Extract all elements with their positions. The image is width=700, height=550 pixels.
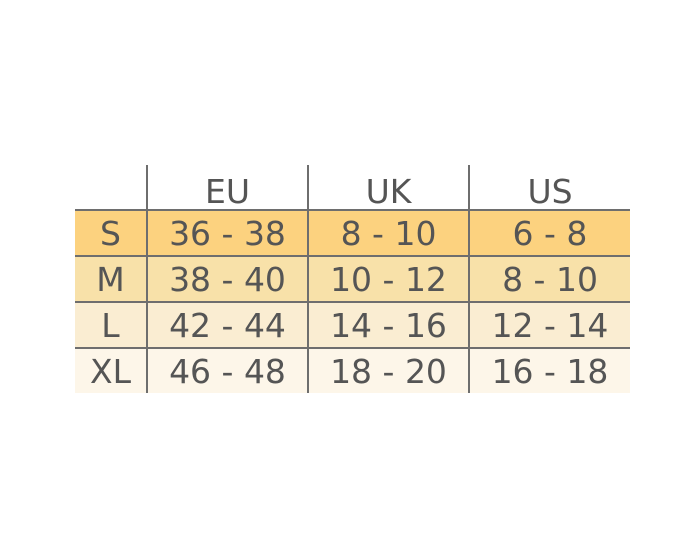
header-size — [75, 165, 147, 211]
eu-cell: 42 - 44 — [146, 301, 308, 348]
uk-cell: 18 - 20 — [307, 347, 469, 393]
table-row: S 36 - 38 8 - 10 6 - 8 — [75, 210, 630, 256]
size-chart-table: EU UK US S 36 - 38 8 - 10 6 - 8 M 38 - 40 10 -… — [75, 165, 630, 393]
size-cell: M — [75, 255, 147, 302]
table-row: L 42 - 44 14 - 16 12 - 14 — [75, 301, 630, 348]
table-row: M 38 - 40 10 - 12 8 - 10 — [75, 255, 630, 302]
us-cell: 12 - 14 — [468, 301, 630, 348]
eu-cell: 46 - 48 — [146, 347, 308, 393]
table-row: XL 46 - 48 18 - 20 16 - 18 — [75, 347, 630, 393]
size-cell: XL — [75, 347, 147, 393]
eu-cell: 38 - 40 — [146, 255, 308, 302]
size-cell: S — [100, 213, 121, 253]
us-cell: 16 - 18 — [468, 347, 630, 393]
uk-cell: 10 - 12 — [307, 255, 469, 302]
us-cell: 6 - 8 — [468, 210, 630, 256]
header-row: EU UK US — [75, 165, 630, 211]
eu-cell: 36 - 38 — [146, 210, 308, 256]
header-eu: EU — [146, 165, 308, 211]
header-us: US — [468, 165, 630, 211]
us-cell: 8 - 10 — [468, 255, 630, 302]
header-uk: UK — [307, 165, 469, 211]
size-cell: L — [75, 301, 147, 348]
uk-cell: 14 - 16 — [307, 301, 469, 348]
uk-cell: 8 - 10 — [307, 210, 469, 256]
